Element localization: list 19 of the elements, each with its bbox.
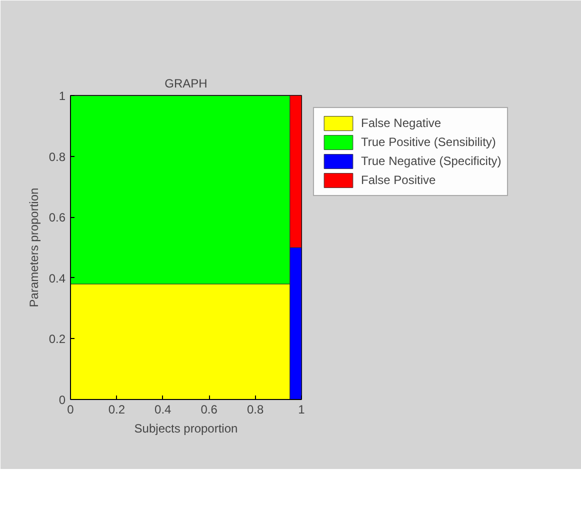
legend-label: False Positive (361, 173, 436, 187)
y-tick-label: 0.2 (48, 332, 66, 346)
chart-title: GRAPH (164, 76, 208, 90)
x-tick-label: 1 (298, 402, 306, 416)
x-tick-label: 0 (67, 402, 74, 416)
y-tick-label: 0 (58, 393, 66, 407)
y-tick-label: 0.8 (48, 150, 66, 164)
x-tick-label: 0.4 (154, 402, 172, 416)
y-tick-label: 0.6 (48, 210, 66, 225)
x-tick-label: 0.8 (246, 402, 264, 416)
y-tick-label: 0.4 (48, 271, 66, 286)
legend-label: True Negative (Specificity) (361, 154, 502, 168)
y-axis-title: Parameters proportion (26, 188, 41, 308)
legend-label: True Positive (Sensibility) (361, 135, 496, 149)
x-tick-label: 0.6 (200, 402, 218, 416)
y-tick-label: 1 (58, 89, 66, 103)
legend-label: False Negative (361, 116, 442, 130)
x-tick-label: 0.2 (108, 402, 126, 416)
x-axis-title: Subjects proportion (134, 422, 238, 436)
